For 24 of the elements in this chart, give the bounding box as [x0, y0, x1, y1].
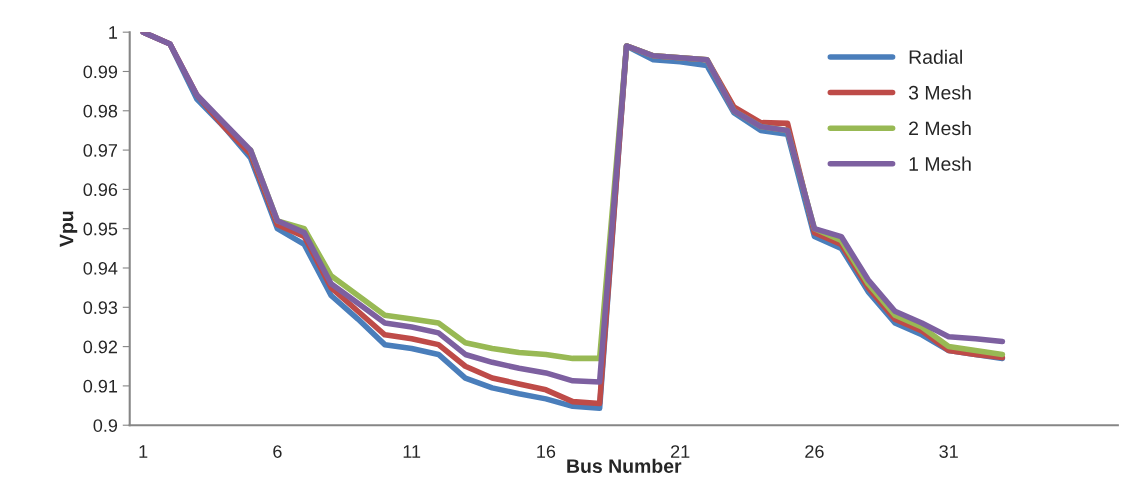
y-tick-label: 1 [109, 26, 118, 39]
x-tick-label: 16 [537, 445, 556, 458]
y-axis-title: Vpu [59, 211, 78, 247]
y-tick-label: 0.99 [83, 65, 118, 79]
legend-label: Radial [909, 49, 962, 64]
legend-label: 2 Mesh [909, 120, 971, 136]
x-tick-label: 21 [671, 445, 690, 458]
y-tick-label: 0.96 [83, 183, 118, 197]
y-tick-label: 0.97 [83, 144, 118, 157]
y-tick-label: 0.98 [83, 104, 118, 118]
x-tick-label: 31 [939, 445, 958, 458]
legend-label: 3 Mesh [908, 85, 971, 100]
x-tick-label: 26 [805, 445, 824, 458]
y-tick-label: 0.9 [93, 419, 118, 432]
y-tick-label: 0.93 [83, 301, 118, 315]
y-tick-label: 0.95 [83, 222, 118, 236]
x-tick-label: 11 [403, 445, 421, 458]
x-tick-label: 6 [273, 445, 282, 458]
y-tick-label: 0.91 [83, 379, 118, 393]
legend-label: 1 Mesh [909, 156, 971, 171]
x-axis-title: Bus Number [567, 458, 682, 473]
y-tick-label: 0.94 [83, 261, 118, 275]
y-tick-label: 0.92 [83, 340, 118, 354]
x-tick-label: 1 [139, 445, 148, 458]
